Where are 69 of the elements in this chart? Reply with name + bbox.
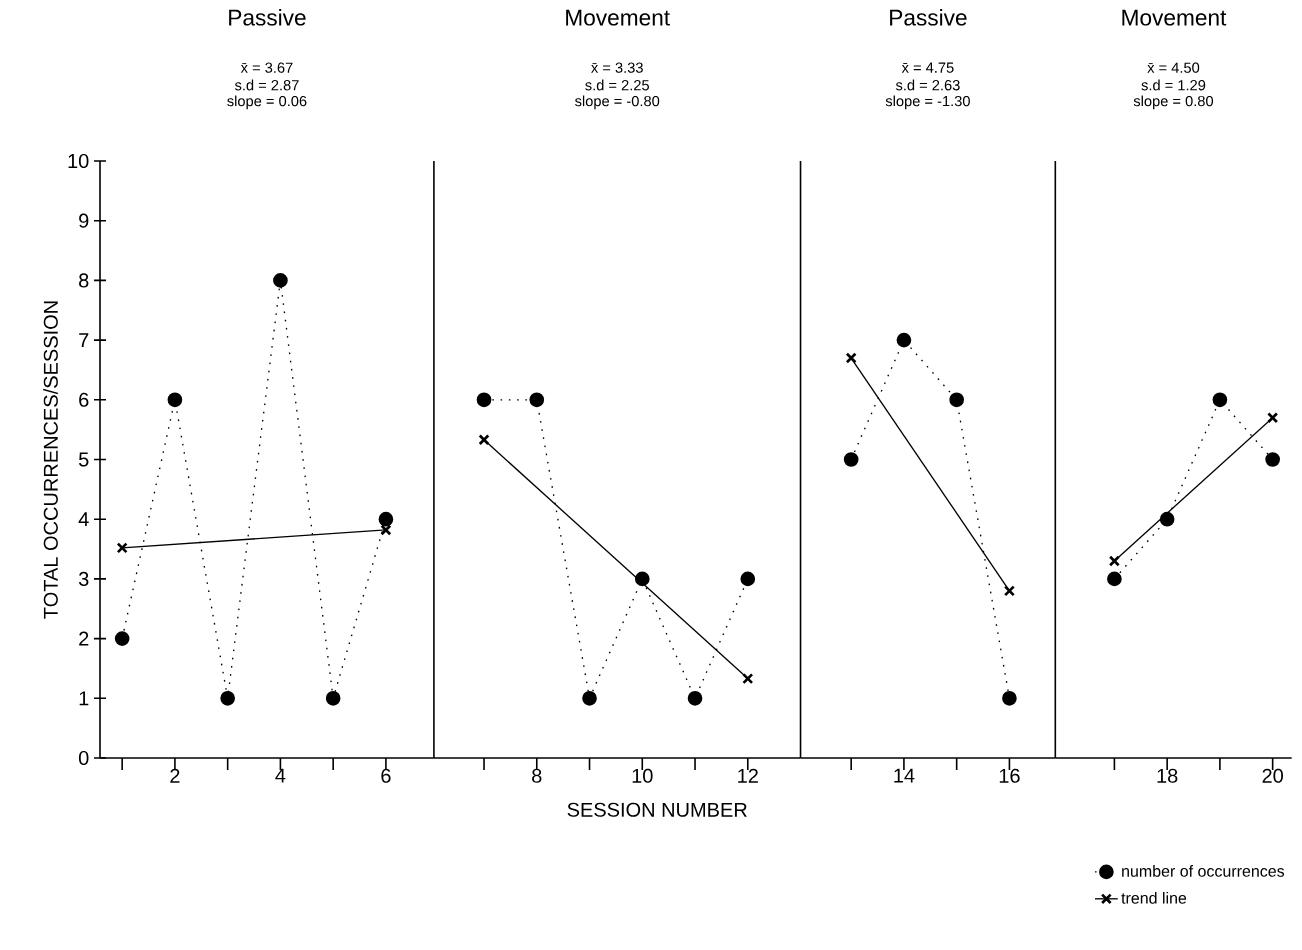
y-tick-label: 0 [78, 750, 89, 766]
x-tick-label: 16 [999, 768, 1020, 783]
x-tick-label: 18 [1157, 768, 1178, 783]
x-tick-label: 14 [894, 768, 915, 783]
point [116, 542, 128, 554]
point [949, 392, 965, 408]
point [845, 352, 857, 364]
point [529, 392, 545, 408]
point [1267, 412, 1279, 424]
y-tick-label: 7 [79, 333, 89, 347]
y-tick-label: 2 [79, 631, 89, 646]
point [325, 690, 341, 706]
point [167, 392, 183, 408]
y-tick-label: 10 [68, 153, 89, 169]
point [1212, 392, 1228, 408]
text: x̄ = 4.50 [1147, 62, 1200, 73]
x-tick-label: 4 [275, 768, 286, 783]
legend-label: trend line [1121, 892, 1187, 904]
text: slope = 0.80 [1133, 95, 1214, 110]
point [1003, 585, 1016, 597]
point [1002, 690, 1017, 706]
point [380, 524, 392, 536]
x-axis-title: SESSION NUMBER [567, 802, 747, 817]
y-tick-label: 3 [78, 571, 89, 586]
text: slope = -1.30 [885, 95, 970, 110]
point [220, 690, 235, 706]
text: slope = 0.06 [227, 95, 307, 110]
point [1159, 511, 1175, 527]
text: s.d = 2.63 [895, 79, 960, 91]
chart-title: Movement [1122, 9, 1227, 26]
point [1265, 452, 1280, 467]
point [476, 392, 492, 408]
text: s.d = 1.29 [1141, 79, 1206, 91]
point [114, 631, 130, 646]
point [478, 434, 490, 446]
point [582, 690, 597, 706]
x-tick-label: 2 [170, 768, 180, 783]
x-tick-label: 8 [532, 768, 542, 783]
point [742, 673, 754, 685]
point [843, 452, 859, 467]
text: x̄ = 3.33 [591, 62, 643, 73]
y-axis-title: TOTAL OCCURRENCES/SESSION [43, 301, 58, 619]
text: slope = -0.80 [575, 95, 660, 110]
point [634, 571, 650, 587]
text: s.d = 2.87 [234, 79, 299, 91]
y-tick-label: 9 [79, 213, 89, 228]
text: x̄ = 4.75 [901, 62, 954, 73]
x-tick-label: 6 [381, 768, 391, 783]
chart-title: Movement [566, 9, 670, 26]
y-tick-label: 8 [79, 273, 89, 288]
point [740, 571, 756, 587]
y-tick-label: 4 [78, 512, 89, 527]
y-tick-label: 1 [79, 691, 89, 706]
text: s.d = 2.25 [585, 79, 649, 91]
x-tick-label: 20 [1262, 768, 1283, 783]
y-tick-label: 6 [79, 392, 89, 407]
legend-label: number of occurrences [1122, 865, 1285, 877]
point [378, 511, 394, 527]
chart-title: Passive [890, 8, 967, 26]
text: x̄ = 3.67 [240, 62, 293, 73]
y-tick-label: 5 [78, 452, 89, 467]
chart-title: Passive [229, 8, 306, 26]
point [687, 690, 703, 706]
point [273, 273, 288, 288]
x-tick-label: 10 [632, 768, 653, 783]
point [1108, 555, 1120, 567]
point [896, 332, 912, 348]
point [1107, 571, 1122, 587]
x-tick-label: 12 [738, 768, 758, 783]
